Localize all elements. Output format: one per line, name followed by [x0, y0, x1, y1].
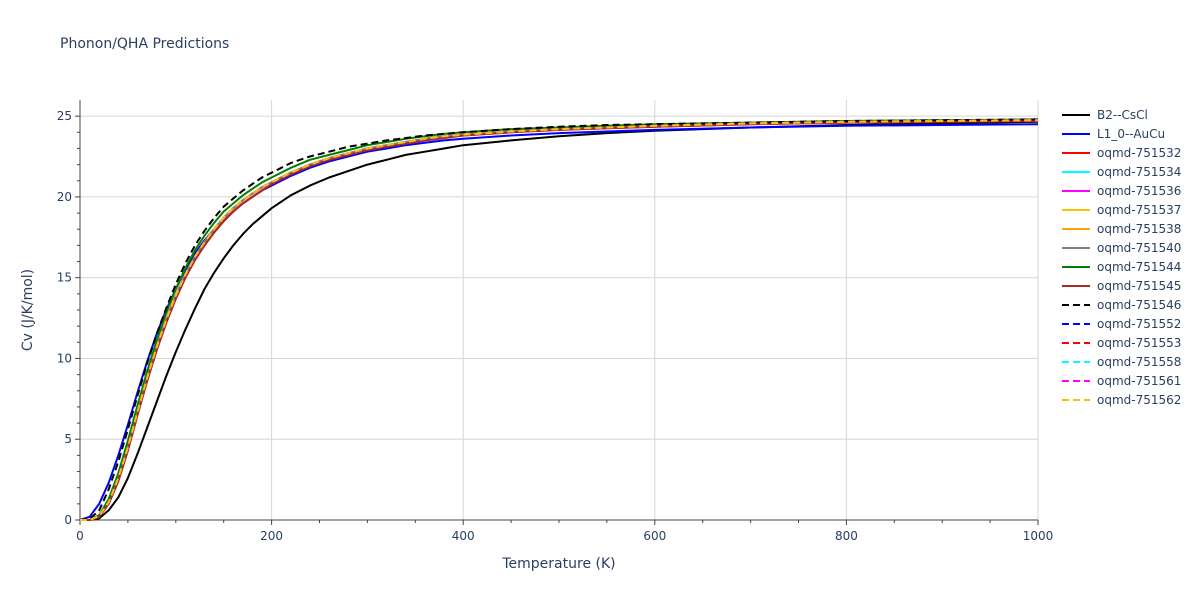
legend-label: oqmd-751540: [1097, 241, 1181, 255]
grid-lines: [80, 100, 1039, 520]
x-tick-label: 600: [643, 529, 666, 543]
series-line-L1_0--AuCu: [79, 123, 1039, 521]
legend-label: L1_0--AuCu: [1097, 127, 1165, 141]
legend-label: oqmd-751561: [1097, 374, 1181, 388]
legend-label: oqmd-751532: [1097, 146, 1181, 160]
legend-label: B2--CsCl: [1097, 108, 1148, 122]
legend-label: oqmd-751536: [1097, 184, 1181, 198]
x-tick-label: 400: [452, 529, 475, 543]
series-line-oqmd-751562: [80, 119, 1039, 521]
series-line-oqmd-751553: [80, 119, 1039, 521]
x-tick-label: 0: [76, 529, 84, 543]
legend-label: oqmd-751537: [1097, 203, 1181, 217]
legend-label: oqmd-751553: [1097, 336, 1181, 350]
axes: 0 200 400 600 800 1000 0 5 10 15 20 25: [57, 100, 1054, 543]
series-line-oqmd-751558: [80, 119, 1039, 521]
series-line-oqmd-751552: [80, 119, 1039, 521]
y-tick-label: 10: [57, 351, 72, 365]
series-line-oqmd-751545: [80, 120, 1039, 521]
legend-label: oqmd-751552: [1097, 317, 1181, 331]
series-line-oqmd-751540: [80, 119, 1039, 521]
x-axis-title: Temperature (K): [501, 556, 615, 572]
legend-label: oqmd-751558: [1097, 355, 1181, 369]
y-tick-label: 5: [64, 432, 72, 446]
series-line-oqmd-751532: [80, 120, 1039, 521]
x-tick-label: 200: [260, 529, 283, 543]
x-tick-label: 800: [835, 529, 858, 543]
y-tick-label: 25: [57, 109, 72, 123]
chart-title: Phonon/QHA Predictions: [60, 36, 230, 52]
y-tick-label: 0: [64, 513, 72, 527]
series-line-oqmd-751546: [79, 118, 1039, 521]
legend-label: oqmd-751538: [1097, 222, 1181, 236]
y-axis-title: Cv (J/K/mol): [20, 269, 36, 351]
series-line-oqmd-751536: [80, 119, 1039, 521]
legend-label: oqmd-751534: [1097, 165, 1181, 179]
legend-label: oqmd-751546: [1097, 298, 1181, 312]
plot-area: [79, 118, 1039, 521]
legend-label: oqmd-751545: [1097, 279, 1181, 293]
x-tick-label: 1000: [1023, 529, 1054, 543]
legend-label: oqmd-751544: [1097, 260, 1181, 274]
y-tick-label: 20: [57, 190, 72, 204]
y-tick-label: 15: [57, 271, 72, 285]
legend: B2--CsCl L1_0--AuCu oqmd-751532 oqmd-751534…: [1062, 108, 1181, 407]
series-line-oqmd-751538: [80, 119, 1039, 521]
series-line-oqmd-751537: [80, 119, 1039, 521]
series-line-B2--CsCl: [80, 120, 1039, 521]
legend-label: oqmd-751562: [1097, 393, 1181, 407]
series-line-oqmd-751544: [80, 118, 1039, 521]
series-line-oqmd-751534: [80, 119, 1039, 521]
series-line-oqmd-751561: [80, 119, 1039, 521]
